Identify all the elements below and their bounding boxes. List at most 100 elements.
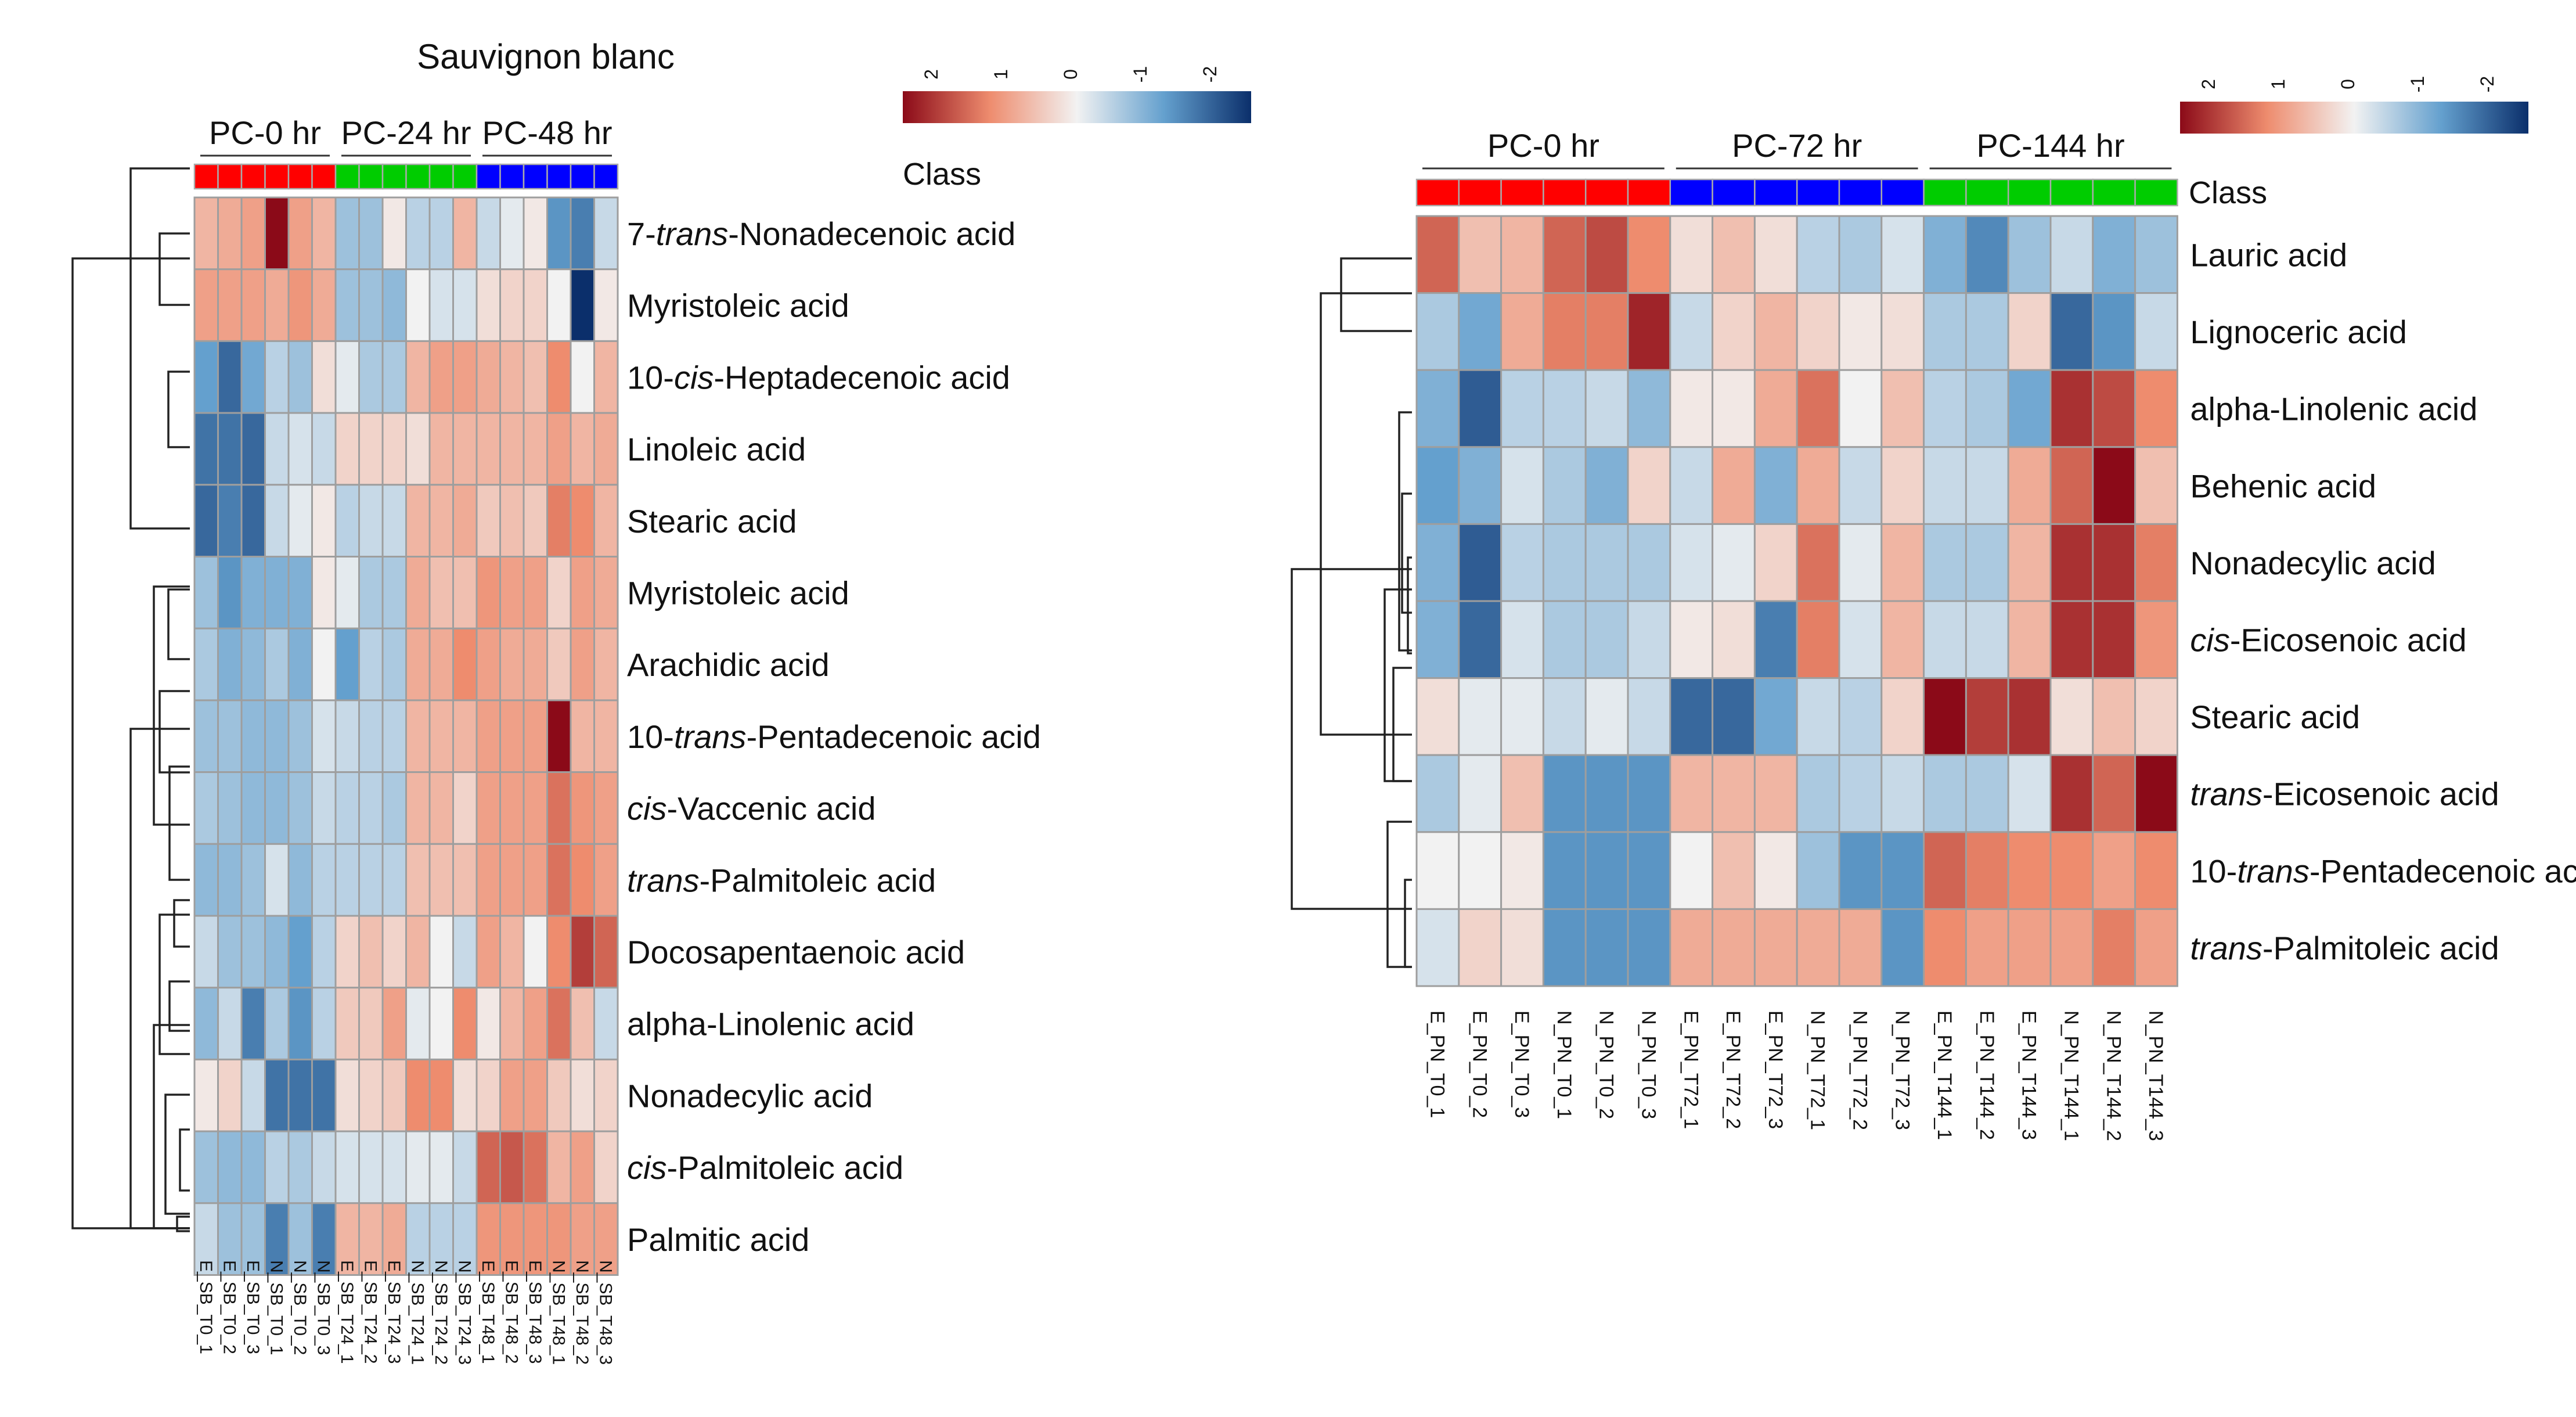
heatmap-cell — [217, 196, 243, 271]
heatmap-cell — [1923, 446, 1967, 525]
class-bar-cell — [2007, 178, 2052, 207]
heatmap-cell — [264, 843, 290, 917]
heatmap-cell — [1542, 523, 1587, 602]
heatmap-cell — [405, 412, 431, 486]
heatmap-cell — [1542, 369, 1587, 448]
heatmap-cell — [1712, 754, 1756, 833]
heatmap-cell — [1753, 677, 1798, 756]
heatmap-cell — [1712, 523, 1756, 602]
heatmap-cell — [1415, 215, 1460, 294]
row-label-part: -Pentadecenoic acid — [746, 718, 1040, 755]
column-label: E_PN_T72_2 — [1722, 1010, 1744, 1129]
row-label: alpha-Linolenic acid — [2190, 391, 2477, 427]
heatmap-cell — [240, 196, 266, 271]
heatmap-cell — [1753, 215, 1798, 294]
heatmap-cell — [381, 484, 407, 558]
row-label: Myristoleic acid — [627, 287, 849, 324]
heatmap-cell — [1965, 523, 2009, 602]
heatmap-cell — [475, 771, 501, 845]
heatmap-cell — [1838, 292, 1883, 371]
heatmap-cell — [546, 987, 572, 1060]
heatmap-cell — [405, 843, 431, 917]
column-label: E_SB_T24_2 — [361, 1260, 380, 1364]
heatmap-cell — [1458, 523, 1503, 602]
row-label: trans-Palmitoleic acid — [2190, 930, 2499, 966]
class-bar-cell — [193, 163, 219, 190]
class-bar-cell — [1627, 178, 1671, 207]
heatmap-cell — [381, 627, 407, 702]
legend-tick-label: 1 — [990, 69, 1011, 80]
heatmap-cell — [1838, 523, 1883, 602]
heatmap-cell — [287, 1058, 313, 1132]
row-label: Linoleic acid — [627, 431, 806, 467]
row-label-part: Arachidic acid — [627, 646, 830, 683]
heatmap-cell — [311, 556, 337, 630]
heatmap-cell — [1965, 600, 2009, 679]
heatmap-cell — [570, 699, 595, 774]
heatmap-cell — [1500, 754, 1544, 833]
heatmap-cell — [217, 1058, 243, 1132]
dendrogram-branch — [167, 588, 190, 660]
heatmap-cell — [381, 699, 407, 774]
heatmap-cell — [381, 340, 407, 414]
heatmap-cell — [1838, 908, 1883, 987]
row-label: 10-trans-Pentadecenoic acid — [2190, 853, 2576, 889]
heatmap-cell — [1712, 215, 1756, 294]
heatmap-cell — [217, 1130, 243, 1204]
heatmap-cell — [570, 556, 595, 630]
row-label-part: Docosapentaenoic acid — [627, 934, 965, 970]
heatmap-cell — [452, 484, 478, 558]
heatmap-cell — [334, 340, 360, 414]
heatmap-cell — [593, 1130, 619, 1204]
heatmap-cell — [193, 771, 219, 845]
heatmap-cell — [2092, 369, 2137, 448]
heatmap-cell — [499, 987, 525, 1060]
heatmap-cell — [405, 627, 431, 702]
class-bar-cell — [475, 163, 501, 190]
heatmap-cell — [264, 1202, 290, 1276]
heatmap-cell — [1796, 523, 1840, 602]
heatmap-cell — [1796, 369, 1840, 448]
heatmap-cell — [405, 771, 431, 845]
row-label-part: trans — [2190, 776, 2262, 812]
heatmap-cell — [1880, 446, 1925, 525]
column-label: E_PN_T72_3 — [1764, 1010, 1786, 1129]
row-label-part: trans — [674, 718, 747, 755]
heatmap-cell — [570, 1130, 595, 1204]
heatmap-cell — [1627, 754, 1671, 833]
row-label-part: -Eicosenoic acid — [2230, 621, 2467, 658]
heatmap-cell — [1838, 677, 1883, 756]
column-label: E_PN_T144_1 — [1933, 1010, 1955, 1140]
heatmap-cell — [1415, 831, 1460, 910]
heatmap-cell — [358, 268, 384, 342]
row-label: 10-cis-Heptadecenoic acid — [627, 359, 1010, 395]
heatmap-cell — [428, 1202, 454, 1276]
heatmap-cell — [381, 771, 407, 845]
heatmap-cell — [1627, 446, 1671, 525]
heatmap-cell — [1669, 831, 1714, 910]
heatmap-cell — [2134, 446, 2178, 525]
class-bar-cell — [264, 163, 290, 190]
heatmap-cell — [287, 627, 313, 702]
heatmap-cell — [1500, 831, 1544, 910]
group-label: PC-72 hr — [1732, 127, 1862, 164]
heatmap-cell — [2049, 754, 2094, 833]
heatmap-cell — [593, 196, 619, 271]
class-bar-cell — [2092, 178, 2136, 207]
heatmap-cell — [2007, 831, 2052, 910]
heatmap-cell — [1458, 754, 1503, 833]
heatmap-cell — [1500, 523, 1544, 602]
column-label: N_SB_T0_1 — [266, 1260, 286, 1355]
heatmap-cell — [264, 915, 290, 989]
column-label: N_SB_T0_2 — [290, 1260, 309, 1355]
row-label-part: cis — [627, 790, 666, 827]
heatmap-cell — [264, 1058, 290, 1132]
heatmap-cell — [193, 627, 219, 702]
heatmap-cell — [570, 196, 595, 271]
heatmap-cell — [452, 268, 478, 342]
heatmap-cell — [523, 412, 548, 486]
heatmap-cell — [2134, 677, 2178, 756]
row-label: cis-Eicosenoic acid — [2190, 621, 2466, 658]
heatmap-cell — [287, 771, 313, 845]
heatmap-cell — [381, 843, 407, 917]
